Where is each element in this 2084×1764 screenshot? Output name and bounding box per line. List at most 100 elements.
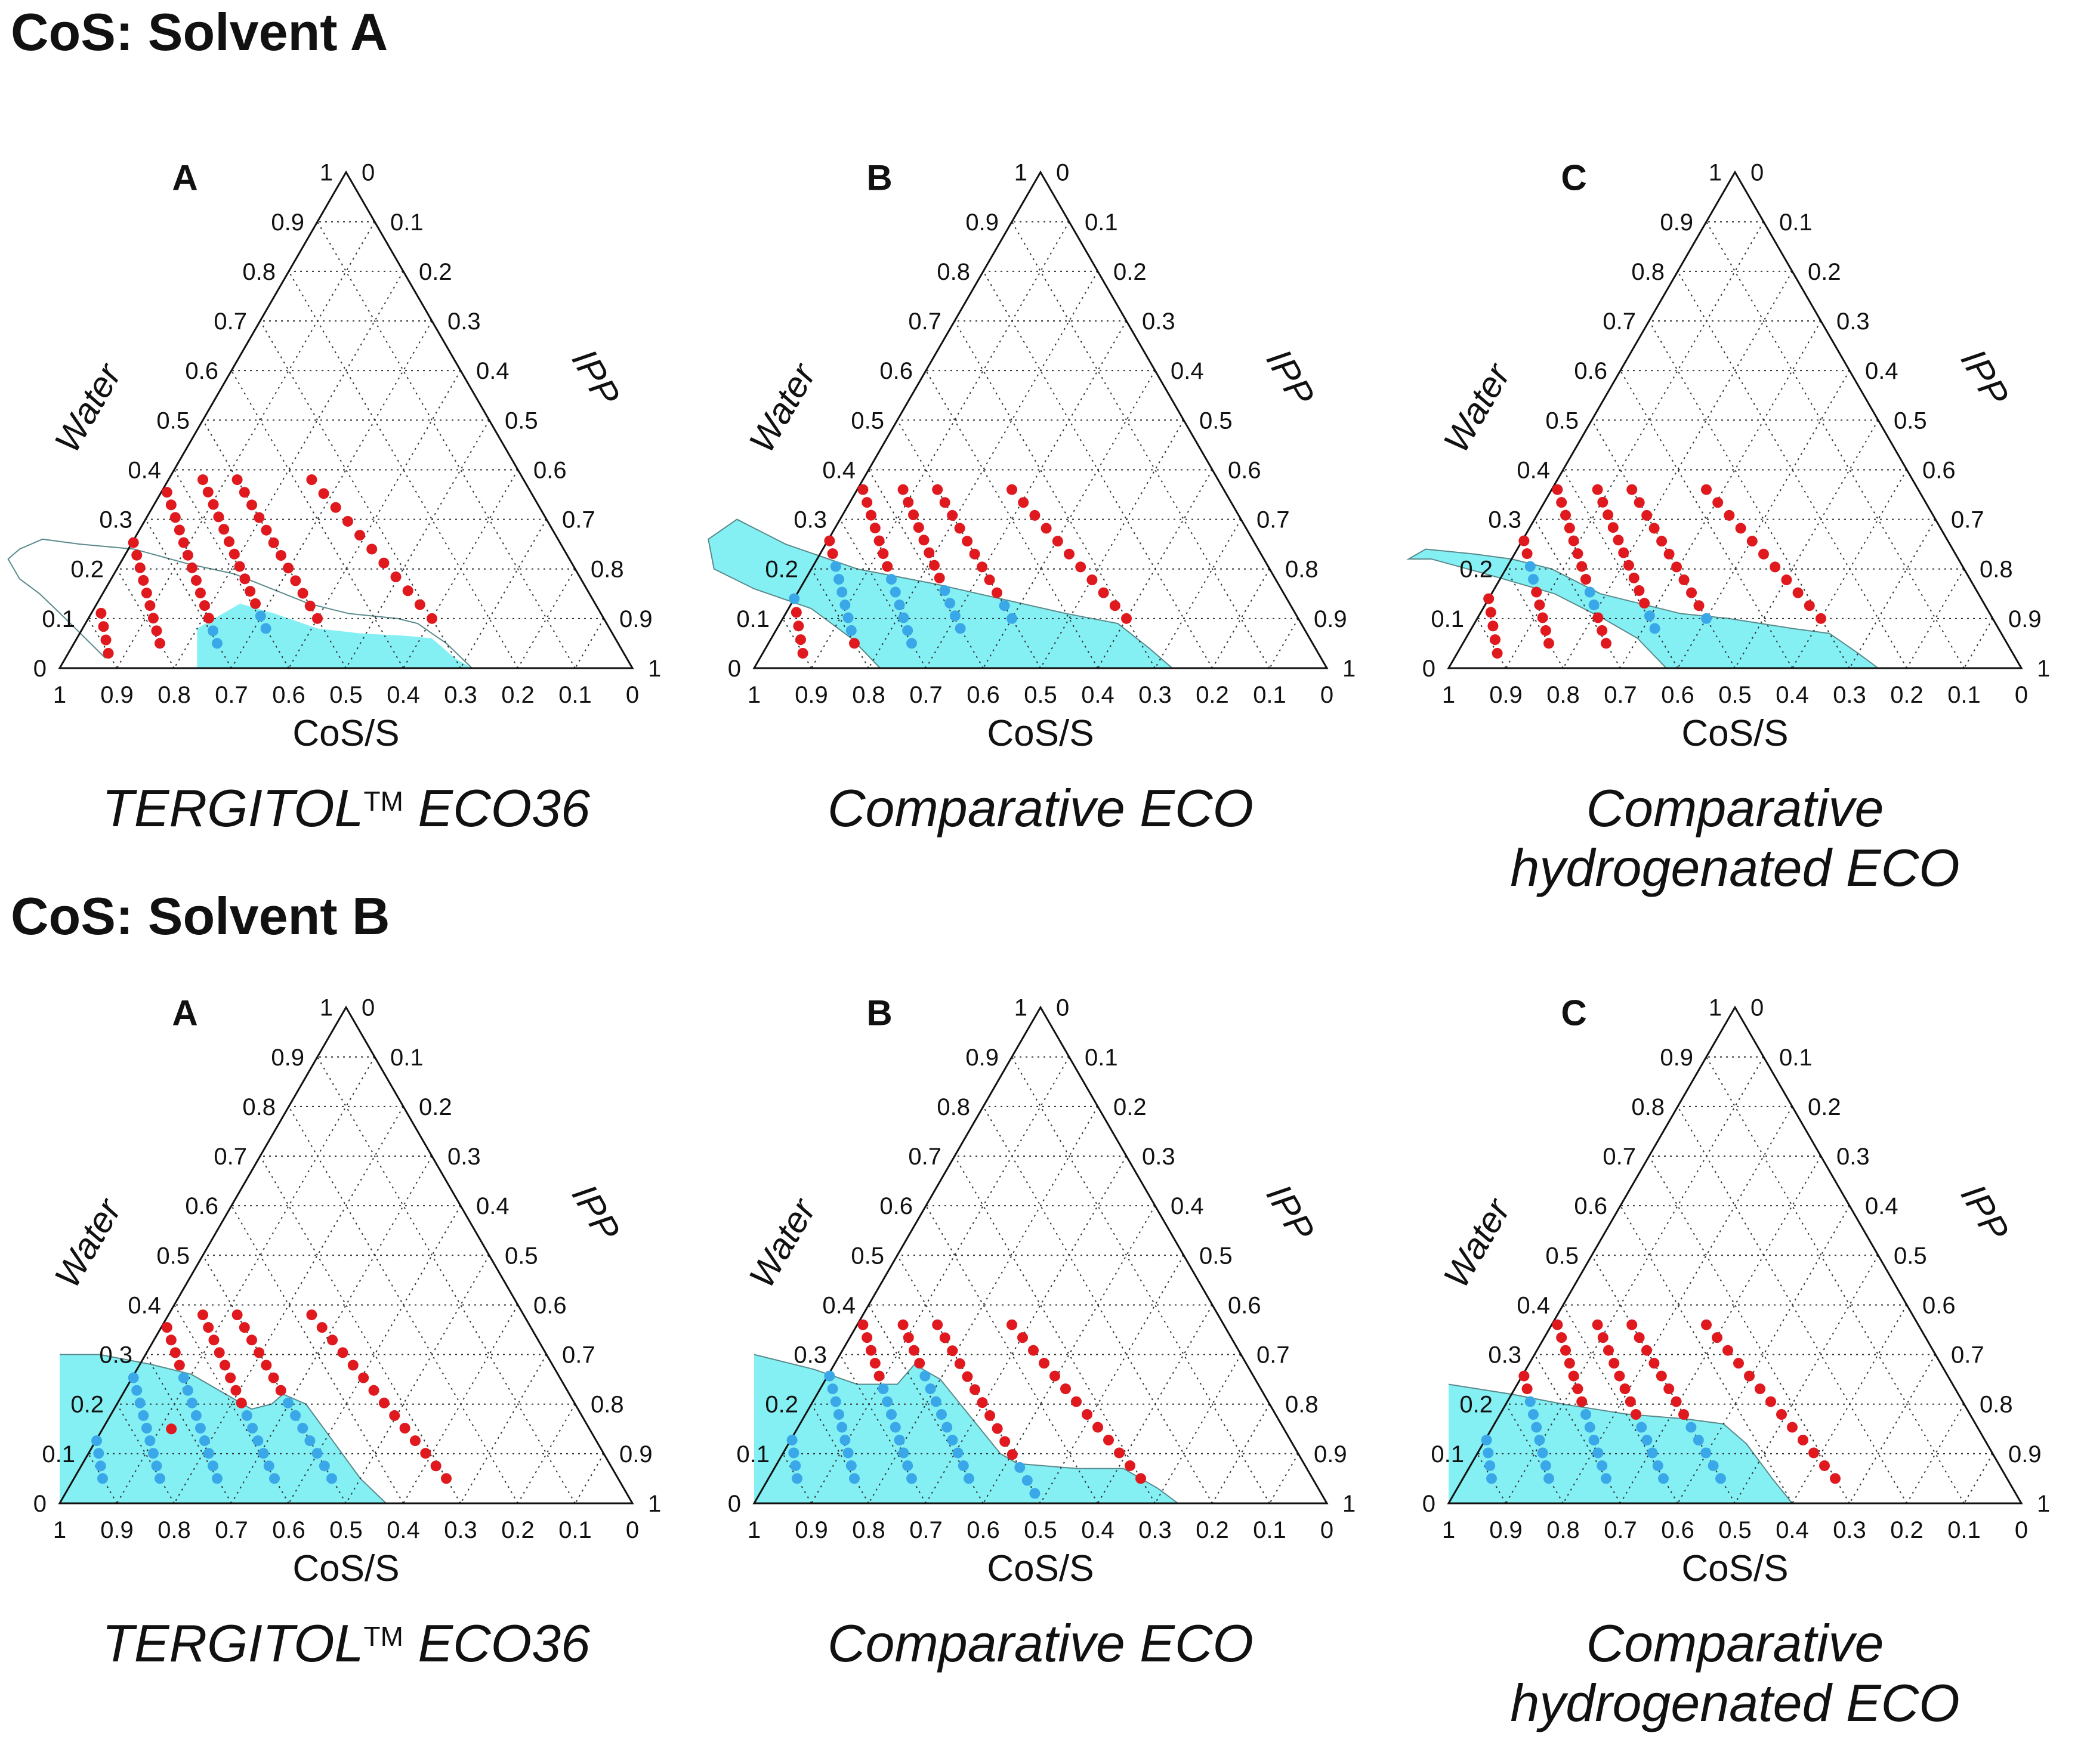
grid-line (811, 1404, 869, 1504)
tick-label-left: 0.7 (1603, 1144, 1636, 1170)
tick-label-bottom: 0.2 (1890, 682, 1924, 708)
tick-label-right: 1 (648, 656, 661, 682)
data-point-red (969, 548, 980, 560)
data-point-blue (947, 1434, 958, 1445)
data-point-blue (1524, 1396, 1536, 1407)
data-point-blue (1636, 1422, 1647, 1433)
data-point-red (1671, 561, 1682, 573)
data-point-red (969, 1384, 980, 1395)
data-point-blue (260, 623, 271, 634)
data-point-red (1490, 634, 1501, 645)
grid-line (1505, 1404, 1564, 1504)
grid-line (983, 271, 1213, 669)
tick-label-right: 0.5 (505, 1243, 538, 1269)
grid-line (1040, 1255, 1184, 1504)
data-point-red (197, 1309, 208, 1321)
data-point-blue (1481, 1434, 1492, 1445)
data-point-red (1592, 1319, 1603, 1330)
surfactant-caption: Comparative ECO (828, 778, 1254, 838)
ternary-chart-svg: 0 0 0 0.1 0.1 0.1 0.2 0.2 0.2 0.3 0.3 0.3 0.4 0.4 0.4 0… (1406, 158, 2050, 897)
data-point-red (1678, 1409, 1689, 1420)
section-title-solvent-b: CoS: Solvent B (11, 886, 390, 946)
data-point-red (1735, 523, 1746, 534)
data-point-red (793, 620, 804, 632)
grid-line (1620, 1156, 1821, 1504)
data-point-blue (182, 1385, 193, 1396)
data-point-red (203, 613, 214, 624)
data-point-red (389, 1410, 400, 1421)
data-point-blue (902, 625, 913, 636)
data-point-red (1770, 561, 1781, 573)
tick-label-left: 0.8 (937, 1094, 970, 1120)
data-point-red (1556, 497, 1567, 508)
grid-line (403, 1304, 518, 1504)
data-point-red (878, 548, 889, 560)
data-point-blue (999, 600, 1010, 611)
tick-label-right: 0.7 (1256, 507, 1290, 533)
tick-label-left: 0.7 (1603, 308, 1636, 335)
data-point-red (134, 562, 146, 573)
tick-label-bottom: 0.7 (909, 682, 943, 708)
data-point-red (327, 1334, 338, 1346)
tick-label-right: 0.8 (591, 557, 624, 583)
tick-label-left: 0.4 (1517, 1292, 1550, 1318)
tick-label-bottom: 0.5 (1024, 1517, 1057, 1543)
data-point-red (214, 1347, 225, 1358)
data-point-blue (955, 623, 966, 634)
tick-label-right: 0.1 (390, 1045, 424, 1071)
grid-line (116, 1404, 175, 1504)
data-point-red (1564, 523, 1575, 534)
tick-label-bottom: 0.8 (1546, 682, 1580, 708)
grid-line (868, 469, 984, 669)
tick-label-bottom: 0.3 (1138, 682, 1172, 708)
tick-label-bottom: 0.5 (1718, 682, 1752, 708)
data-point-red (1071, 1396, 1082, 1407)
data-point-red (1686, 587, 1697, 598)
data-point-blue (255, 610, 266, 622)
data-point-red (1075, 561, 1086, 573)
data-point-red (230, 1385, 242, 1396)
tick-label-right: 0.5 (505, 407, 538, 434)
data-point-red (330, 502, 341, 513)
data-point-blue (890, 1422, 901, 1433)
data-point-red (1564, 1358, 1575, 1369)
tick-label-left: 0.6 (1574, 1193, 1607, 1219)
tick-label-bottom: 1 (1442, 682, 1455, 708)
ternary-panel-solvent-a-b: 0 0 0 0.1 0.1 0.1 0.2 0.2 0.2 0.3 0.3 0.3 0.4 0.4 0.4 0… (694, 24, 1389, 895)
data-point-blue (1652, 1460, 1663, 1471)
data-point-red (1608, 1358, 1620, 1369)
data-point-blue (1588, 1434, 1600, 1445)
data-point-red (918, 535, 930, 546)
data-point-red (246, 499, 258, 511)
data-point-red (144, 600, 156, 611)
data-point-red (283, 563, 294, 574)
tick-label-left: 0.1 (736, 606, 770, 632)
data-point-red (1607, 522, 1619, 533)
data-point-blue (1584, 586, 1595, 598)
tick-label-bottom: 1 (1442, 1517, 1455, 1543)
data-point-blue (890, 586, 901, 598)
data-point-blue (1649, 623, 1660, 634)
tick-label-bottom: 0.8 (1546, 1517, 1580, 1543)
tick-label-right: 1 (648, 1491, 661, 1517)
grid-line (1097, 1304, 1213, 1504)
data-point-red (1641, 1345, 1652, 1356)
panel-letter: B (866, 158, 892, 198)
tick-label-bottom: 0 (626, 682, 639, 708)
data-point-blue (1588, 599, 1600, 610)
grid-line (811, 221, 1070, 669)
data-point-red (1135, 1473, 1146, 1484)
grid-line (1563, 469, 1678, 669)
data-point-red (174, 524, 185, 536)
data-point-red (128, 537, 139, 548)
tick-label-right: 0.9 (1314, 606, 1347, 632)
data-point-red (914, 1358, 925, 1369)
data-point-red (924, 547, 935, 558)
panel-letter: A (172, 993, 197, 1033)
tick-label-right: 0.6 (533, 1292, 567, 1318)
data-point-red (1568, 1370, 1579, 1382)
data-point-red (984, 1410, 996, 1421)
tick-label-right: 0.3 (1142, 308, 1175, 335)
grid-line (460, 1354, 547, 1504)
data-point-red (98, 621, 109, 632)
